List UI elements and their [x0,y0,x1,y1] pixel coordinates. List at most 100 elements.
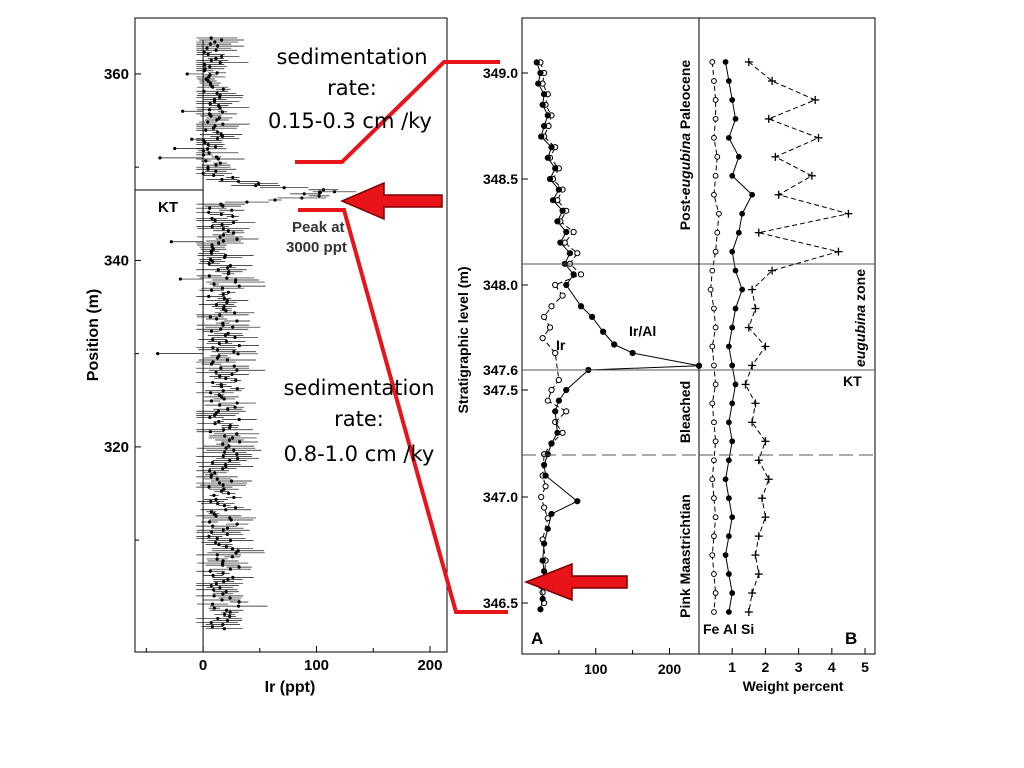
data-point [300,196,304,200]
fe-point [707,286,714,293]
data-point [226,266,230,270]
data-point [211,337,215,342]
data-point [222,487,226,491]
data-point [218,161,222,165]
data-point [214,56,218,61]
data-point [201,171,205,175]
data-point [203,67,207,71]
al-point [739,210,746,217]
data-point [211,524,215,528]
series-label-fe: Fe [703,621,720,637]
data-point [214,514,218,518]
fe-point [709,552,716,559]
fe-point [714,153,721,160]
fe-point [712,97,719,103]
data-point [237,417,241,422]
data-point [221,592,225,596]
data-point [215,317,219,321]
data-point [210,625,215,629]
data-point [254,184,258,188]
data-point [228,424,232,428]
panel-b: 1 2 3 4 5 Post-eugubina Paleocene eugubina z… [677,17,876,694]
data-point [221,559,225,563]
al-point [729,590,736,596]
data-point [207,274,211,278]
data-point [226,577,230,582]
zone-label-eugubina: eugubina zone [852,269,868,367]
ir-point [577,271,585,278]
data-point [219,327,223,331]
data-point [209,620,213,625]
data-point [218,235,222,239]
data-point [208,430,212,434]
data-point [204,159,208,163]
data-point [231,325,235,329]
ir-point [538,493,545,501]
data-point [210,460,215,465]
data-point [228,264,232,268]
data-point [236,352,240,356]
data-point [220,286,225,290]
data-point [185,72,189,76]
data-point [209,530,214,534]
data-point [225,532,229,536]
data-point [209,329,214,333]
data-point [221,622,225,627]
data-point [208,206,212,210]
peak-label-line1: Peak at [292,219,345,236]
data-point [207,520,212,524]
data-point [190,137,194,141]
peak-point [317,190,322,195]
x-tick-label: 200 [658,661,682,677]
data-point [224,508,228,512]
data-point [217,354,221,358]
data-point [236,179,241,184]
y-tick-label: 346.5 [483,595,518,611]
base-arrow-icon [523,562,628,602]
panel-a-letter: A [531,629,543,648]
fe-point [709,400,716,407]
data-point [210,216,214,221]
data-point [232,350,236,354]
data-point [207,534,211,538]
fe-point [709,343,716,350]
bottom-bracket-line [298,208,508,614]
al-point [739,286,746,293]
ir-al-point [537,69,544,77]
ir-al-point [611,341,618,348]
ir-al-point [546,175,554,183]
ir-al-point [600,328,607,335]
al-point [732,381,739,388]
data-point [235,319,239,323]
ir-series-line [539,62,582,604]
data-point [206,79,210,83]
panel-b-x-axis-label: Weight percent [743,678,844,694]
sed-rate-bottom-line3: 0.8-1.0 cm /ky [284,442,435,466]
data-point [213,40,217,44]
data-point [221,528,225,532]
data-point [216,616,220,621]
fe-point [711,134,717,141]
series-label-si: Si [741,621,754,637]
data-point [233,405,237,409]
data-point [221,454,225,458]
ir-al-point [541,540,548,547]
data-point [218,586,222,590]
data-point [225,618,230,623]
data-point [208,81,213,85]
data-point [220,223,224,227]
data-point [222,612,227,616]
data-point [222,504,227,508]
data-point [221,87,225,91]
data-point [219,212,223,216]
data-point [216,409,221,413]
data-point [209,249,213,253]
ir-al-point [574,498,581,505]
data-point [219,202,223,206]
y-tick-label: 347.0 [483,489,518,505]
data-point [173,146,177,151]
data-point [206,147,210,151]
data-point [208,315,212,319]
ir-point [541,313,548,320]
data-point [257,181,261,186]
